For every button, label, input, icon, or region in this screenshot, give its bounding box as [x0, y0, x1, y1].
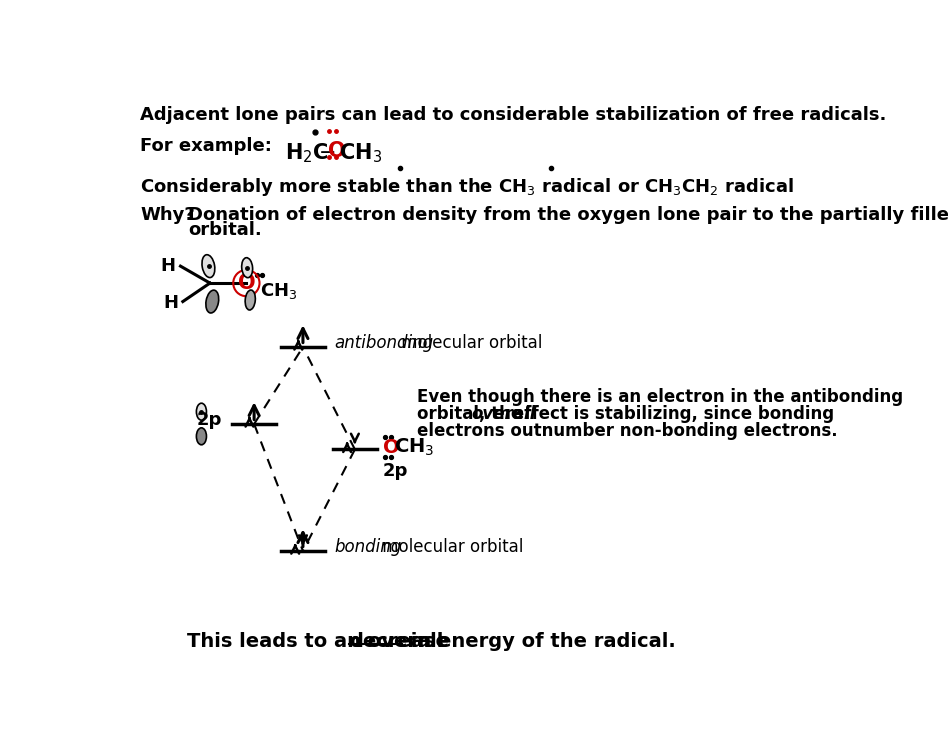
Ellipse shape [196, 428, 207, 444]
Text: CH$_3$: CH$_3$ [339, 142, 382, 165]
Ellipse shape [206, 290, 219, 313]
Text: O: O [238, 273, 255, 293]
Ellipse shape [242, 257, 252, 278]
Text: O: O [328, 142, 345, 162]
Text: in energy of the radical.: in energy of the radical. [404, 632, 675, 651]
Text: Adjacent lone pairs can lead to considerable stabilization of free radicals.: Adjacent lone pairs can lead to consider… [140, 106, 886, 124]
Text: overall: overall [471, 404, 536, 423]
Text: molecular orbital: molecular orbital [396, 334, 542, 352]
Text: decrease: decrease [350, 632, 449, 651]
Text: Donation of electron density from the oxygen lone pair to the partially filled: Donation of electron density from the ox… [189, 206, 948, 224]
Ellipse shape [196, 403, 207, 420]
Text: 2p: 2p [196, 411, 222, 429]
Text: effect is stabilizing, since bonding: effect is stabilizing, since bonding [507, 404, 834, 423]
Text: orbital, the: orbital, the [417, 404, 528, 423]
Text: CH$_3$: CH$_3$ [261, 280, 298, 301]
Text: $-$: $-$ [318, 142, 335, 162]
Text: Considerably more stable than the CH$_3$ radical or CH$_3$CH$_2$ radical: Considerably more stable than the CH$_3$… [140, 176, 794, 198]
Text: antibonding: antibonding [334, 334, 433, 352]
Text: molecular orbital: molecular orbital [376, 538, 523, 556]
Text: bonding: bonding [334, 538, 401, 556]
Text: This leads to an overall: This leads to an overall [187, 632, 449, 651]
Text: electrons outnumber non-bonding electrons.: electrons outnumber non-bonding electron… [417, 421, 837, 440]
Ellipse shape [246, 290, 255, 310]
Text: For example:: For example: [140, 137, 272, 155]
Text: CH$_3$: CH$_3$ [394, 436, 435, 458]
Text: Even though there is an electron in the antibonding: Even though there is an electron in the … [417, 388, 903, 406]
Text: H: H [161, 257, 175, 275]
Text: O: O [383, 438, 399, 456]
Ellipse shape [202, 255, 215, 278]
Text: 2p: 2p [383, 462, 409, 480]
Text: Why?: Why? [140, 206, 195, 224]
Text: orbital.: orbital. [189, 221, 262, 240]
Text: H$_2$C: H$_2$C [285, 142, 329, 165]
Text: H: H [163, 294, 178, 312]
